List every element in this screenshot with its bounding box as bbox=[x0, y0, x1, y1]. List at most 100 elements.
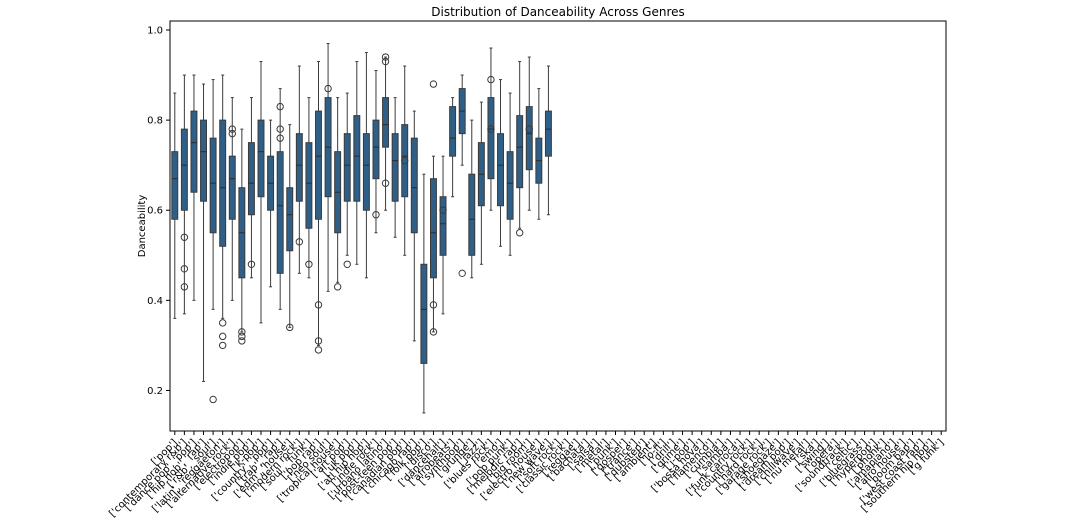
outlier-point bbox=[276, 134, 284, 142]
outlier-point bbox=[218, 319, 227, 327]
box-iqr bbox=[429, 178, 437, 279]
outlier-point bbox=[487, 75, 495, 84]
genre-box bbox=[468, 119, 476, 279]
outlier-point bbox=[286, 323, 294, 332]
genre-box bbox=[353, 61, 361, 265]
outlier-point bbox=[238, 328, 246, 336]
genre-box bbox=[497, 79, 504, 247]
genre-box bbox=[247, 97, 256, 279]
box-iqr bbox=[516, 115, 524, 189]
outlier-point bbox=[247, 260, 256, 268]
box-iqr bbox=[382, 97, 390, 148]
y-axis: 0.2 0.4 0.6 0.8 1.0 bbox=[147, 26, 170, 397]
y-tick-label: 0.4 bbox=[147, 296, 163, 307]
outlier-point bbox=[180, 265, 189, 273]
genre-box bbox=[391, 97, 399, 238]
genre-box bbox=[449, 97, 457, 198]
genre-box bbox=[228, 97, 236, 301]
outlier-point bbox=[333, 283, 342, 291]
genre-box bbox=[333, 97, 342, 291]
genre-box bbox=[267, 119, 275, 288]
outlier-point bbox=[314, 337, 323, 345]
outlier-point bbox=[305, 260, 313, 268]
outlier-point bbox=[458, 269, 466, 278]
genre-box bbox=[372, 70, 380, 234]
box-iqr bbox=[180, 128, 188, 211]
box-iqr bbox=[171, 151, 179, 220]
genre-box bbox=[257, 61, 265, 324]
genre-box bbox=[314, 61, 323, 354]
y-tick-label: 0.8 bbox=[147, 116, 163, 127]
outlier-point bbox=[525, 125, 533, 133]
genre-box bbox=[343, 92, 351, 268]
box-iqr bbox=[219, 119, 227, 247]
genre-box bbox=[420, 173, 428, 414]
box-iqr bbox=[200, 119, 208, 202]
outlier-point bbox=[314, 301, 323, 309]
box-iqr bbox=[257, 119, 265, 198]
genre-box bbox=[200, 83, 208, 382]
genre-box bbox=[295, 65, 304, 274]
genre-box bbox=[180, 74, 189, 315]
genre-box bbox=[286, 124, 294, 332]
box-iqr bbox=[401, 124, 409, 198]
box-iqr bbox=[420, 263, 428, 364]
box-iqr bbox=[353, 115, 361, 202]
genre-box bbox=[276, 88, 284, 310]
outlier-point bbox=[515, 229, 524, 237]
outlier-point bbox=[429, 328, 438, 336]
box-iqr bbox=[544, 110, 552, 157]
genre-box bbox=[458, 74, 466, 278]
outlier-point bbox=[228, 125, 236, 133]
box-iqr bbox=[410, 137, 418, 234]
genre-box bbox=[305, 97, 313, 279]
genre-box bbox=[171, 92, 179, 319]
genre-box bbox=[362, 52, 370, 279]
outlier-point bbox=[429, 301, 438, 309]
outlier-point bbox=[429, 80, 438, 88]
outlier-point bbox=[238, 337, 246, 345]
box-iqr bbox=[295, 133, 303, 202]
outlier-point bbox=[180, 233, 189, 241]
box-iqr bbox=[190, 110, 198, 193]
genre-box bbox=[544, 65, 552, 216]
outlier-point bbox=[228, 129, 236, 138]
box-iqr bbox=[343, 133, 351, 202]
x-axis: ['pop']['contemporary r&b']['dance pop',… bbox=[107, 431, 946, 520]
box-iqr bbox=[228, 155, 236, 220]
box-iqr bbox=[276, 151, 284, 274]
box-iqr bbox=[506, 151, 514, 220]
outlier-point bbox=[218, 332, 227, 341]
box-iqr bbox=[305, 142, 313, 229]
outlier-point bbox=[295, 238, 304, 246]
box-iqr bbox=[497, 133, 504, 207]
outlier-point bbox=[276, 125, 284, 133]
outlier-point bbox=[381, 57, 390, 66]
outlier-point bbox=[372, 211, 380, 219]
genre-box bbox=[238, 128, 246, 345]
genre-box bbox=[190, 74, 198, 301]
genre-box bbox=[410, 110, 418, 342]
genre-box bbox=[535, 88, 543, 220]
box-iqr bbox=[525, 106, 533, 171]
genre-box bbox=[525, 56, 533, 211]
box-iqr bbox=[372, 119, 380, 180]
box-iqr bbox=[247, 142, 255, 216]
outlier-point bbox=[381, 179, 390, 187]
outlier-point bbox=[218, 341, 227, 350]
box-iqr bbox=[315, 110, 322, 220]
genre-box bbox=[439, 155, 447, 315]
outlier-point bbox=[381, 53, 390, 61]
outlier-point bbox=[180, 283, 189, 291]
outlier-point bbox=[487, 125, 495, 133]
genre-box bbox=[218, 74, 227, 350]
outlier-point bbox=[343, 260, 351, 268]
genre-box bbox=[324, 43, 332, 292]
chart-title: Distribution of Danceability Across Genr… bbox=[431, 5, 685, 19]
outlier-point bbox=[276, 102, 284, 111]
box-iqr bbox=[468, 173, 476, 256]
outlier-point bbox=[238, 332, 246, 341]
genre-box bbox=[477, 101, 485, 265]
y-tick-label: 0.2 bbox=[147, 386, 163, 397]
